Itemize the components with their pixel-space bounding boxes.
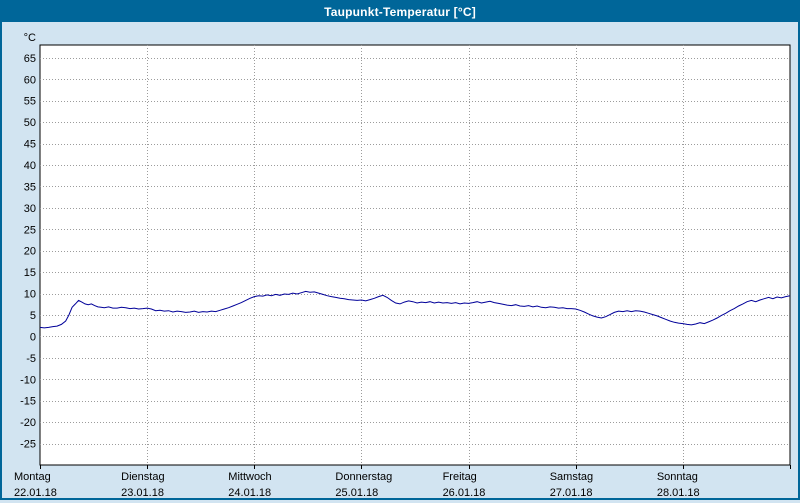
x-tick-day-label: Sonntag bbox=[657, 471, 698, 483]
y-tick-label: 20 bbox=[24, 246, 36, 258]
x-tick-day-label: Mittwoch bbox=[228, 471, 271, 483]
chart-container: 65 60 55 50 45 40 35 30 25 20 15 10 5 0 -5 -10 -15 -20 -25… bbox=[2, 22, 798, 499]
x-tick-date-label: 25.01.18 bbox=[335, 487, 378, 498]
x-tick-date-label: 23.01.18 bbox=[121, 487, 164, 498]
x-tick-date-label: 24.01.18 bbox=[228, 487, 271, 498]
x-tick-date-label: 27.01.18 bbox=[550, 487, 593, 498]
y-tick-label: 25 bbox=[24, 224, 36, 236]
temperature-line bbox=[39, 290, 791, 329]
x-tick-day-label: Dienstag bbox=[121, 471, 164, 483]
y-tick-label: -20 bbox=[20, 417, 36, 429]
x-tick-date-label: 22.01.18 bbox=[14, 487, 57, 498]
y-tick-label: 5 bbox=[30, 310, 36, 322]
y-tick-label: -25 bbox=[20, 439, 36, 451]
x-tick-day-label: Donnerstag bbox=[335, 471, 392, 483]
y-tick-label: 55 bbox=[24, 96, 36, 108]
y-tick-label: 15 bbox=[24, 267, 36, 279]
window-title: Taupunkt-Temperatur [°C] bbox=[324, 5, 476, 19]
x-tick-date-label: 28.01.18 bbox=[657, 487, 700, 498]
y-tick-label: 10 bbox=[24, 289, 36, 301]
y-tick-label: 60 bbox=[24, 74, 36, 86]
y-tick-label: 30 bbox=[24, 203, 36, 215]
window-titlebar: Taupunkt-Temperatur [°C] bbox=[2, 2, 798, 22]
y-tick-label: 50 bbox=[24, 117, 36, 129]
y-tick-label: 45 bbox=[24, 139, 36, 151]
x-axis-labels: Montag 22.01.18 Dienstag 23.01.18 Mittwoch 24… bbox=[14, 465, 791, 499]
x-tick-date-label: 26.01.18 bbox=[443, 487, 486, 498]
y-axis-unit-label: °C bbox=[24, 32, 36, 44]
dewpoint-temperature-chart: 65605550454035302520151050-5-10-15-20-25… bbox=[14, 32, 791, 499]
plot-area bbox=[39, 44, 791, 466]
x-tick-day-label: Montag bbox=[14, 471, 51, 483]
y-axis-labels: 65605550454035302520151050-5-10-15-20-25… bbox=[20, 32, 36, 451]
x-tick-day-label: Samstag bbox=[550, 471, 593, 483]
y-tick-label: 35 bbox=[24, 181, 36, 193]
gridlines bbox=[40, 45, 790, 465]
y-tick-label: -15 bbox=[20, 396, 36, 408]
y-tick-label: -10 bbox=[20, 374, 36, 386]
y-tick-label: 0 bbox=[30, 331, 36, 343]
y-tick-label: 40 bbox=[24, 160, 36, 172]
y-tick-label: 65 bbox=[24, 53, 36, 65]
y-tick-label: -5 bbox=[26, 353, 36, 365]
x-tick-day-label: Freitag bbox=[443, 471, 477, 483]
